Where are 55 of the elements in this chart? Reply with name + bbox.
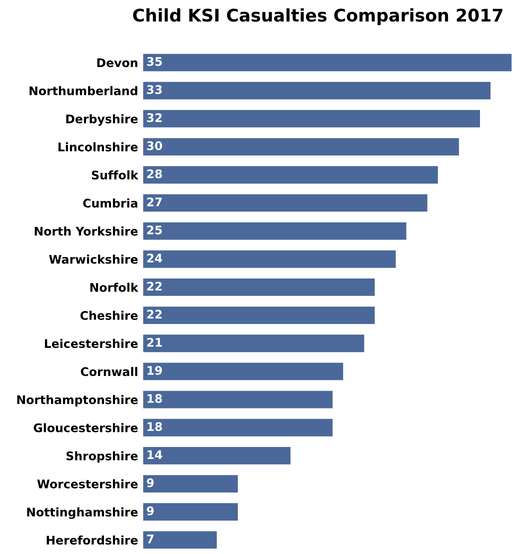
bar [143,194,428,212]
y-tick-label: Herefordshire [46,535,138,545]
bar [143,390,333,408]
y-tick-label: Northumberland [30,86,138,96]
y-tick-label: Gloucestershire [34,423,138,432]
data-label: 24 [147,254,162,262]
bar [143,447,290,464]
bar [143,138,459,156]
data-label: 18 [148,422,162,432]
data-label: 28 [147,169,162,178]
y-tick-label: Warwickshire [49,254,138,264]
data-label: 25 [147,226,162,234]
bar [143,278,375,296]
bar [143,362,344,380]
data-label: 22 [147,282,162,290]
y-tick-label: Northamptonshire [17,395,138,406]
bar [143,54,512,72]
data-label: 27 [147,197,162,206]
bar [143,222,406,240]
bar [143,250,396,268]
y-tick-label: North Yorkshire [34,226,138,236]
y-tick-label: Cumbria [83,198,138,208]
data-label: 18 [148,394,162,403]
data-label: 19 [148,366,162,375]
data-label: 14 [148,450,162,459]
bar [143,418,333,436]
y-tick-label: Derbyshire [66,114,138,126]
data-label: 9 [146,506,154,516]
data-label: 22 [147,310,162,319]
bar [143,306,375,324]
y-tick-label: Shropshire [66,451,138,463]
bar [143,531,217,549]
data-label: 32 [147,113,162,122]
y-tick-label: Suffolk [92,170,138,180]
bar [143,503,238,521]
bar [143,166,438,184]
chart-title: Child KSI Casualties Comparison 2017 [133,8,502,26]
bar [143,334,364,352]
data-label: 7 [147,534,154,544]
y-tick-label: Norfolk [90,282,138,292]
y-tick-label: Cornwall [80,366,138,376]
data-label: 33 [147,85,162,94]
bar [143,475,238,492]
bar [143,110,480,128]
bar [143,82,491,100]
data-label: 30 [147,141,162,150]
y-tick-label: Nottinghamshire [27,507,138,519]
y-tick-label: Devon [97,58,138,68]
y-tick-label: Cheshire [80,310,138,320]
y-tick-label: Leicestershire [44,338,138,348]
data-label: 21 [147,338,162,347]
data-label: 9 [146,478,154,488]
y-tick-label: Lincolnshire [58,142,138,152]
data-label: 35 [147,57,162,66]
y-tick-label: Worcestershire [37,479,138,488]
